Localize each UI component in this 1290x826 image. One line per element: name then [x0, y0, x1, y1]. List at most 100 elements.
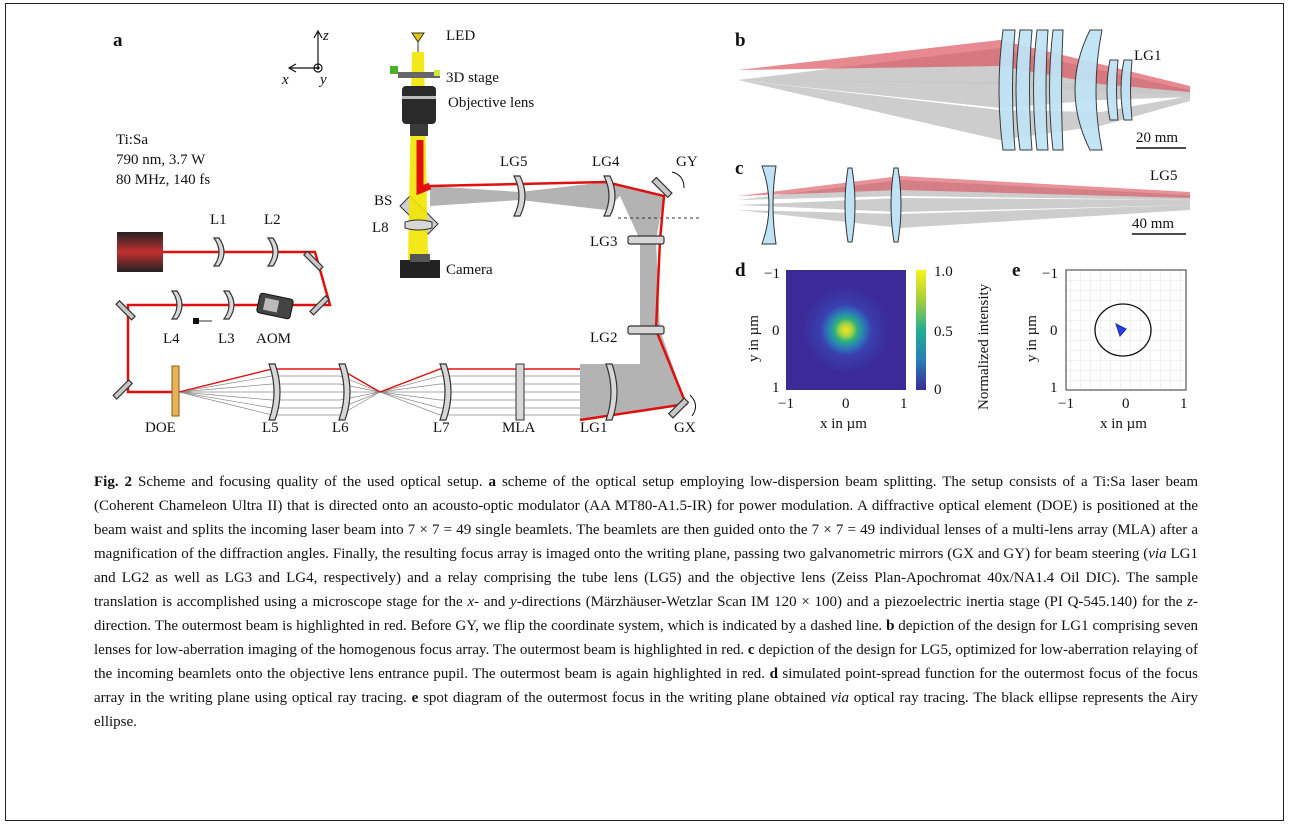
figure-frame [5, 3, 1284, 821]
label-mla: MLA [502, 420, 536, 436]
panel-label-b: b [735, 30, 746, 51]
galvo-mirror-icons [651, 176, 690, 419]
l8-lens-icon [404, 219, 433, 231]
panel-label-c: c [735, 158, 743, 179]
label-gx: GX [674, 420, 696, 436]
label-camera: Camera [446, 262, 493, 278]
label-gy: GY [676, 154, 698, 170]
caption-panel-a: a [488, 474, 497, 490]
colorbar-label: Normalized intensity [976, 283, 992, 410]
psf-ytick-top: −1 [764, 266, 780, 282]
caption-text: optical ray tracing. The black ellipse r… [94, 690, 1198, 730]
psf-xtick-right: 1 [900, 396, 908, 412]
colorbar-tick-top: 1.0 [934, 264, 953, 280]
label-l2: L2 [264, 212, 281, 228]
psf-spot [802, 286, 890, 374]
caption-text: scheme of the optical setup employing lo… [94, 474, 1198, 562]
spot-ytick-bottom: 1 [1050, 380, 1058, 396]
spot-xtick-right: 1 [1180, 396, 1188, 412]
label-l5: L5 [262, 420, 279, 436]
objective-lens-icon [402, 86, 436, 136]
caption-text: depiction of the design for LG1 comprisi… [94, 618, 1199, 658]
colorbar-tick-mid: 0.5 [934, 324, 953, 340]
airy-ellipse [1094, 303, 1152, 357]
panel-c-title: LG5 [1150, 168, 1178, 184]
caption-italic: via [830, 690, 850, 706]
outermost-beamlet [178, 368, 580, 393]
label-aom: AOM [256, 331, 291, 347]
laser-beam-path [126, 250, 332, 394]
axis-x-label: x [281, 72, 289, 88]
label-lg3: LG3 [590, 234, 618, 250]
spot-diagram-area [1065, 269, 1187, 391]
galvo-rotation-arrows [671, 171, 696, 417]
caption-text: -directions (Märzhäuser-Wetzlar Scan IM … [516, 594, 1188, 610]
colorbar [916, 270, 926, 390]
label-lg5: LG5 [500, 154, 528, 170]
figure-caption: Fig. 2 Scheme and focusing quality of th… [94, 470, 1198, 734]
panel-label-e: e [1012, 260, 1020, 281]
aom-icon [256, 292, 294, 320]
label-l3: L3 [218, 331, 235, 347]
panel-label-a: a [113, 30, 123, 51]
doe-icon [171, 365, 180, 417]
label-l6: L6 [332, 420, 349, 436]
label-3d-stage: 3D stage [446, 70, 499, 86]
figure: a z x y Ti:Sa 790 nm, 3.7 W 80 MHz, 140 … [112, 28, 1190, 436]
stage-3d-icon [390, 66, 440, 78]
caption-fig-label: Fig. 2 [94, 474, 133, 490]
relay-beam-bundle [430, 182, 686, 420]
laser-source-icon [117, 232, 163, 272]
spot-ytick-top: −1 [1042, 266, 1058, 282]
label-l1: L1 [210, 212, 227, 228]
caption-italic: via [1148, 546, 1167, 562]
caption-panel-b: b [886, 618, 895, 634]
label-doe: DOE [145, 420, 176, 436]
label-l8: L8 [372, 220, 389, 236]
led-icon [411, 32, 425, 43]
label-led: LED [446, 28, 475, 44]
label-l4: L4 [163, 331, 180, 347]
caption-panel-e: e [411, 690, 419, 706]
laser-name: Ti:Sa [116, 132, 148, 148]
caption-italic: x [467, 594, 475, 610]
caption-text: - and [474, 594, 511, 610]
mla-icon [515, 363, 525, 421]
coordinate-axes [287, 29, 323, 73]
spot-ylabel: y in µm [1024, 315, 1040, 362]
psf-xlabel: x in µm [820, 416, 867, 432]
label-objective: Objective lens [448, 95, 534, 111]
caption-text: simulated point-spread function for the … [94, 666, 1199, 706]
spot-xtick-left: −1 [1058, 396, 1074, 412]
label-bs: BS [374, 193, 392, 209]
lg1-lens-elements [998, 29, 1133, 151]
relay-lens-icons [513, 175, 665, 421]
axis-y-label: y [318, 72, 327, 88]
axis-z-label: z [322, 28, 329, 44]
label-lg1: LG1 [580, 420, 608, 436]
panel-b-title: LG1 [1134, 48, 1162, 64]
caption-text: depiction of the design for LG5, optimiz… [94, 642, 1198, 682]
panel-c-scale-label: 40 mm [1132, 216, 1174, 232]
psf-xtick-left: −1 [778, 396, 794, 412]
spot-xtick-mid: 0 [1122, 396, 1130, 412]
caption-italic: y [510, 594, 517, 610]
objective-beam [416, 140, 432, 196]
spot-ytick-mid: 0 [1050, 323, 1058, 339]
lg5-ray-diagram [738, 176, 1190, 228]
panel-label-d: d [735, 260, 746, 281]
laser-spec-rate: 80 MHz, 140 fs [116, 172, 210, 188]
lens-icons-l1-l4 [170, 237, 279, 320]
laser-spec-power: 790 nm, 3.7 W [116, 152, 206, 168]
caption-text: LG1 and LG2 as well as LG3 and LG4, resp… [94, 546, 1198, 610]
caption-text: spot diagram of the outermost focus in t… [418, 690, 831, 706]
psf-ytick-mid: 0 [772, 323, 780, 339]
mirror-icons [112, 250, 330, 400]
psf-ylabel: y in µm [746, 315, 762, 362]
lens-icons-l5-l7 [268, 363, 452, 421]
caption-text: Scheme and focusing quality of the used … [132, 474, 489, 490]
caption-italic: z [1187, 594, 1194, 610]
label-l7: L7 [433, 420, 450, 436]
panel-b-scale-label: 20 mm [1136, 130, 1178, 146]
beam-block-icon [193, 318, 199, 324]
